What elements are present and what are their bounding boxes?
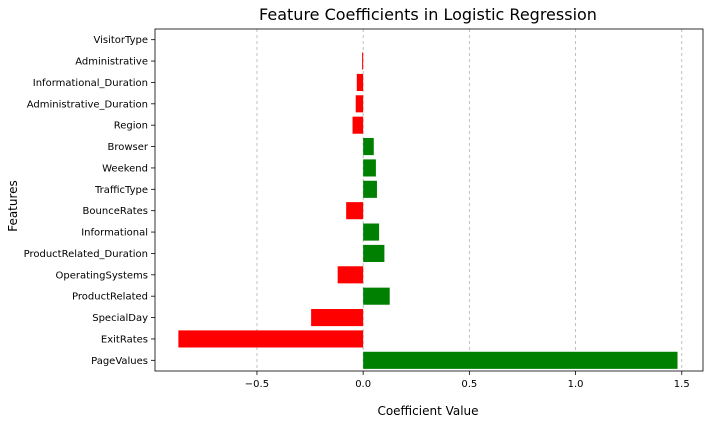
x-tick-label: −0.5 <box>245 379 269 390</box>
bar-informational <box>363 223 380 241</box>
bar-traffictype <box>363 180 377 198</box>
axis-layer: −0.5 0.0 0.5 1.0 1.5 PageValues ExitRates Speci… <box>24 28 704 390</box>
bar-informational-duration <box>356 73 364 91</box>
bar-productrelated-duration <box>363 244 385 262</box>
bar-layer <box>178 52 678 369</box>
chart-title: Feature Coefficients in Logistic Regress… <box>259 5 597 24</box>
y-tick-label: BounceRates <box>83 206 148 217</box>
bar-exitrates <box>178 330 364 348</box>
plot-frame <box>154 28 704 372</box>
bar-pagevalues <box>363 351 678 369</box>
bar-administrative <box>362 52 364 70</box>
y-tick-label: ProductRelated <box>72 292 148 303</box>
y-tick-label: TrafficType <box>94 185 148 196</box>
y-tick-label: Administrative_Duration <box>27 99 148 110</box>
x-axis-title: Coefficient Value <box>377 404 478 418</box>
bar-operatingsystems <box>337 266 364 284</box>
bar-administrative-duration <box>355 95 364 113</box>
bar-region <box>352 116 364 134</box>
y-tick-label: ExitRates <box>101 334 148 345</box>
x-tick-label: 1.0 <box>568 379 584 390</box>
y-tick-label: Informational <box>81 228 148 239</box>
y-tick-label: PageValues <box>91 356 148 367</box>
y-axis-title: Features <box>6 180 20 232</box>
bar-weekend <box>363 159 376 177</box>
x-tick-label: 1.5 <box>674 379 690 390</box>
bar-browser <box>363 138 374 156</box>
y-tick-label: Browser <box>107 142 148 153</box>
y-tick-label: ProductRelated_Duration <box>24 249 148 260</box>
y-tick-label: SpecialDay <box>92 313 148 324</box>
bar-bouncerates <box>346 202 364 220</box>
y-tick-label: Region <box>114 121 148 132</box>
y-tick-label: OperatingSystems <box>56 270 149 281</box>
y-tick-label: VisitorType <box>93 35 148 46</box>
y-tick-label: Administrative <box>75 57 148 68</box>
x-tick-label: 0.5 <box>461 379 477 390</box>
bar-productrelated <box>363 287 390 305</box>
y-tick-label: Weekend <box>102 163 148 174</box>
y-tick-label: Informational_Duration <box>33 78 148 89</box>
bar-specialday <box>311 309 364 327</box>
x-tick-label: 0.0 <box>355 379 371 390</box>
